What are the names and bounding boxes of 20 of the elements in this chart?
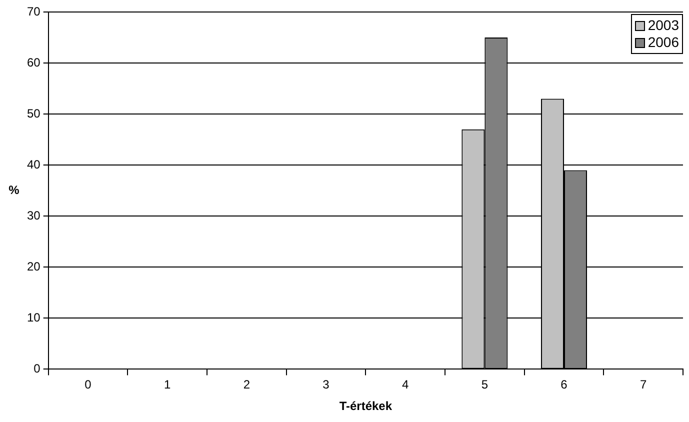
y-tick-label: 50 <box>26 106 41 120</box>
x-axis-title: T-értékek <box>339 399 392 414</box>
x-tick-label: 2 <box>243 378 250 392</box>
x-tick-label: 4 <box>402 378 409 392</box>
y-tick-label: 70 <box>26 4 41 18</box>
x-tick-label: 1 <box>164 378 171 392</box>
x-tick-label: 6 <box>560 378 568 392</box>
legend-label: 2006 <box>648 34 679 51</box>
y-tick-label: 10 <box>26 310 41 324</box>
y-tick-label: 60 <box>26 55 41 70</box>
x-tick-label: 7 <box>640 378 647 392</box>
y-axis-title: % <box>8 182 20 197</box>
legend-label: 2003 <box>648 17 679 34</box>
x-tick-label: 5 <box>481 378 488 392</box>
x-tick-label: 0 <box>84 378 92 392</box>
x-tick-label: 3 <box>322 378 330 392</box>
y-tick-label: 20 <box>26 259 41 274</box>
y-tick-label: 40 <box>26 157 41 172</box>
y-tick-label: 30 <box>26 208 41 222</box>
y-tick-label: 0 <box>34 362 41 376</box>
